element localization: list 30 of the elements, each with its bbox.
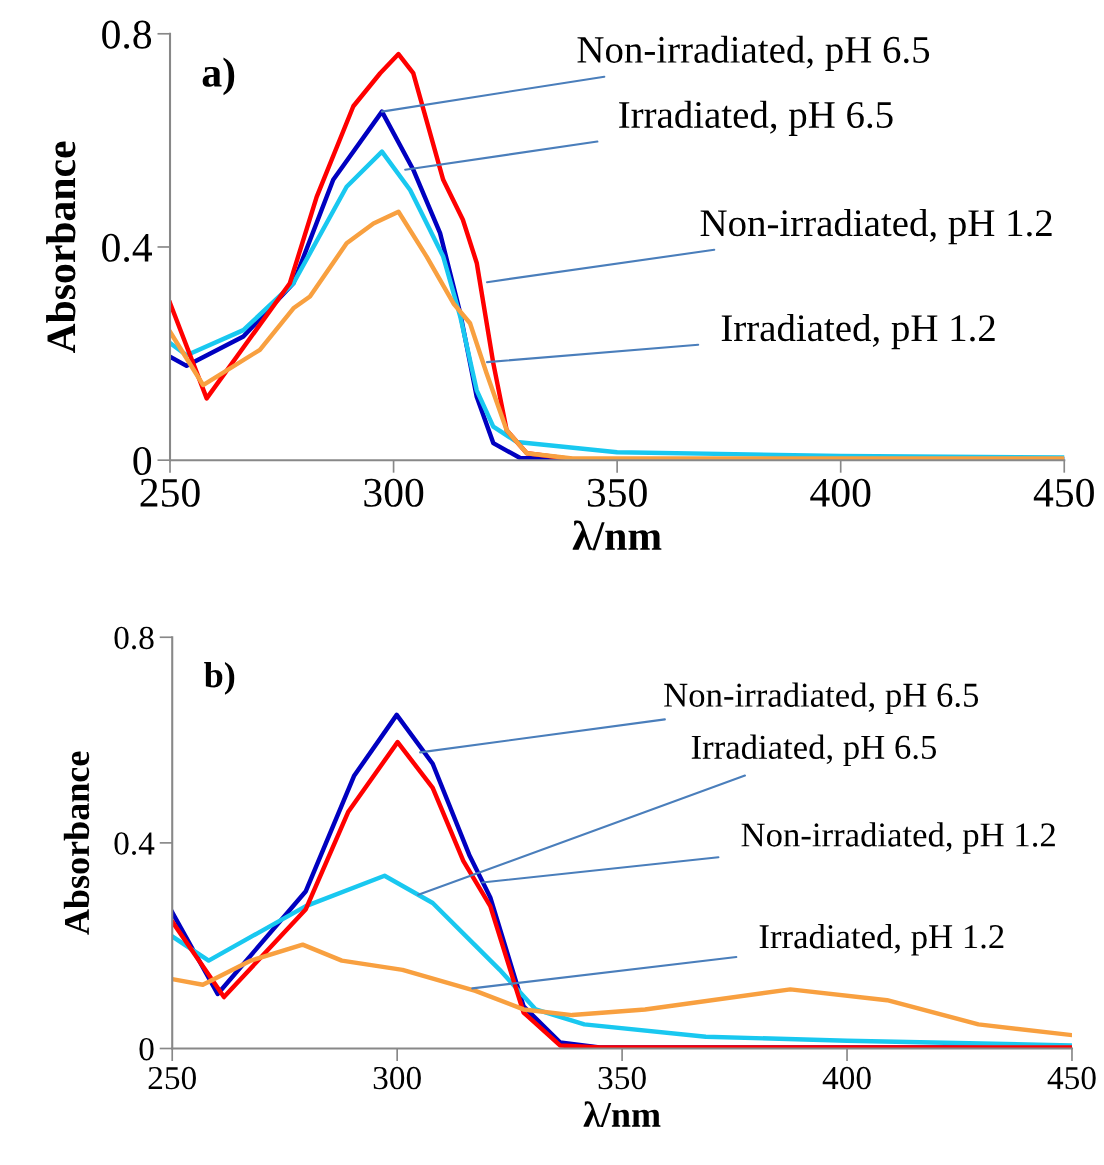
- annotation: Irradiated, pH 1.2: [721, 313, 995, 350]
- x-axis-title: λ/nm: [583, 1101, 661, 1128]
- x-axis-title: λ/nm: [572, 520, 662, 551]
- annotation: Non-irradiated, pH 1.2: [700, 208, 1052, 245]
- y-tick-label: 0.4: [114, 832, 155, 855]
- annotation: Irradiated, pH 1.2: [759, 924, 1004, 956]
- y-tick-label: 0.4: [102, 233, 152, 263]
- annotation: a): [202, 57, 235, 96]
- x-tick-label: 350: [587, 478, 647, 507]
- x-tick-label: 350: [598, 1066, 646, 1090]
- y-tick-label: 0: [133, 446, 152, 476]
- annotation: b): [204, 662, 235, 695]
- x-tick-label: 450: [1033, 478, 1094, 507]
- x-tick-label: 400: [810, 478, 871, 507]
- y-tick-label: 0.8: [102, 20, 152, 49]
- annotation: Non-irradiated, pH 6.5: [664, 682, 979, 714]
- x-tick-label: 250: [148, 1066, 196, 1090]
- annotation: Irradiated, pH 6.5: [691, 734, 936, 767]
- x-tick-label: 300: [373, 1066, 421, 1090]
- annotation: Non-irradiated, pH 6.5: [577, 35, 930, 71]
- annotation: Irradiated, pH 6.5: [619, 100, 893, 136]
- x-tick-label: 450: [1047, 1066, 1096, 1090]
- y-tick-label: 0.8: [114, 626, 154, 650]
- x-tick-label: 300: [364, 478, 424, 507]
- x-tick-label: 250: [140, 478, 200, 507]
- annotation: Non-irradiated, pH 1.2: [741, 822, 1055, 854]
- x-tick-label: 400: [822, 1066, 871, 1090]
- y-tick-label: 0: [139, 1037, 154, 1061]
- y-axis-title: Absorbance: [46, 141, 76, 354]
- y-axis-title: Absorbance: [63, 751, 90, 935]
